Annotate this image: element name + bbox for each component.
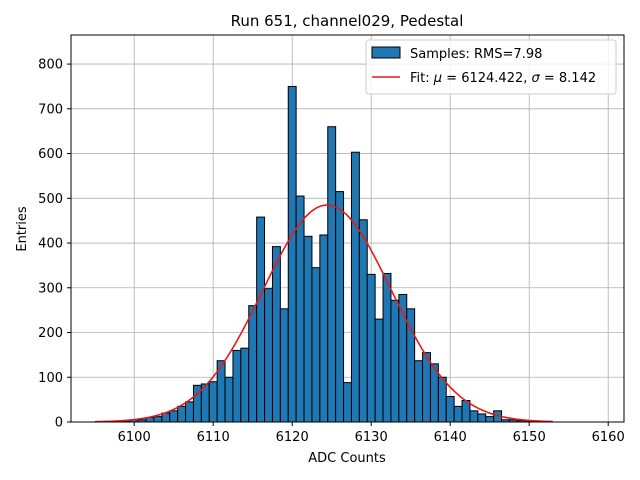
- x-tick-label: 6110: [197, 430, 230, 445]
- histogram-bar: [453, 405, 463, 423]
- chart-title: Run 651, channel029, Pedestal: [231, 12, 464, 30]
- y-tick-label: 100: [38, 371, 63, 386]
- legend: Samples: RMS=7.98 Fit: μ = 6124.422, σ =…: [365, 39, 617, 95]
- legend-fit-mu-symbol: μ: [433, 71, 442, 86]
- histogram-bar: [382, 272, 392, 423]
- histogram-bar: [169, 410, 179, 423]
- histogram-bar: [177, 405, 187, 423]
- y-tick-label: 300: [38, 281, 63, 296]
- histogram-bar: [327, 126, 337, 423]
- histogram-bar: [208, 381, 218, 423]
- histogram-bar: [358, 219, 368, 423]
- histogram-bar: [287, 85, 297, 423]
- histogram-bar: [374, 318, 384, 423]
- y-tick-label: 500: [38, 192, 63, 207]
- axes-frame: [70, 34, 625, 423]
- x-tick-label: 6140: [434, 430, 467, 445]
- histogram-bar: [390, 299, 400, 423]
- histogram-bar: [311, 267, 321, 423]
- histogram-bar: [485, 416, 495, 423]
- x-tick-label: 6120: [276, 430, 309, 445]
- histogram-bar: [319, 234, 329, 423]
- legend-fit-prefix: Fit:: [410, 71, 434, 86]
- histogram-bar: [185, 401, 194, 423]
- histogram-bar: [422, 352, 431, 423]
- legend-fit-sigma-symbol: σ: [532, 71, 541, 86]
- y-tick-label: 800: [38, 58, 63, 73]
- histogram-bar: [335, 191, 345, 423]
- histogram-bar: [295, 195, 305, 423]
- histogram-bar: [406, 308, 416, 423]
- histogram-bar: [414, 360, 424, 423]
- histogram-bars: [98, 85, 542, 423]
- y-tick-label: 400: [38, 237, 63, 252]
- x-tick-label: 6150: [513, 430, 546, 445]
- legend-fit-label: Fit: μ = 6124.422, σ = 8.142: [410, 71, 596, 86]
- y-tick-label: 600: [38, 147, 63, 162]
- histogram-bar: [224, 376, 234, 423]
- y-tick-label: 0: [55, 416, 63, 431]
- x-axis-label: ADC Counts: [308, 451, 386, 466]
- legend-box: [365, 39, 617, 95]
- x-tick-label: 6160: [592, 430, 625, 445]
- legend-fit-mu-value: = 6124.422,: [442, 71, 531, 86]
- histogram-bar: [477, 413, 487, 423]
- histogram-bar: [437, 376, 447, 423]
- histogram-bar: [264, 288, 273, 423]
- legend-samples-label: Samples: RMS=7.98: [410, 47, 542, 62]
- histogram-bar: [461, 400, 471, 423]
- y-tick-label: 700: [38, 102, 63, 117]
- histogram-bar: [279, 308, 289, 423]
- legend-fit-sigma-value: = 8.142: [540, 71, 596, 86]
- histogram-bar: [445, 395, 455, 423]
- histogram-bar: [256, 216, 266, 423]
- histogram-bar: [271, 246, 281, 423]
- histogram-bar: [350, 151, 360, 423]
- histogram-bar: [248, 305, 258, 423]
- x-axis-ticks: 6100 6110 6120 6130 6140 6150 6160: [118, 422, 625, 445]
- legend-samples-swatch: [371, 46, 401, 59]
- y-axis-ticks: 0 100 200 300 400 500 600 700 800: [38, 58, 71, 431]
- histogram-bar: [240, 347, 250, 423]
- x-tick-label: 6100: [118, 430, 151, 445]
- histogram-bar: [232, 349, 242, 423]
- y-axis-label: Entries: [15, 206, 30, 252]
- histogram-bar: [343, 382, 352, 423]
- histogram-bar: [469, 410, 479, 423]
- gaussian-fit-curve: [94, 204, 553, 423]
- histogram-bar: [303, 235, 313, 423]
- x-tick-label: 6130: [355, 430, 388, 445]
- histogram-bar: [153, 416, 163, 423]
- y-tick-label: 200: [38, 326, 63, 341]
- histogram-bar: [366, 273, 376, 423]
